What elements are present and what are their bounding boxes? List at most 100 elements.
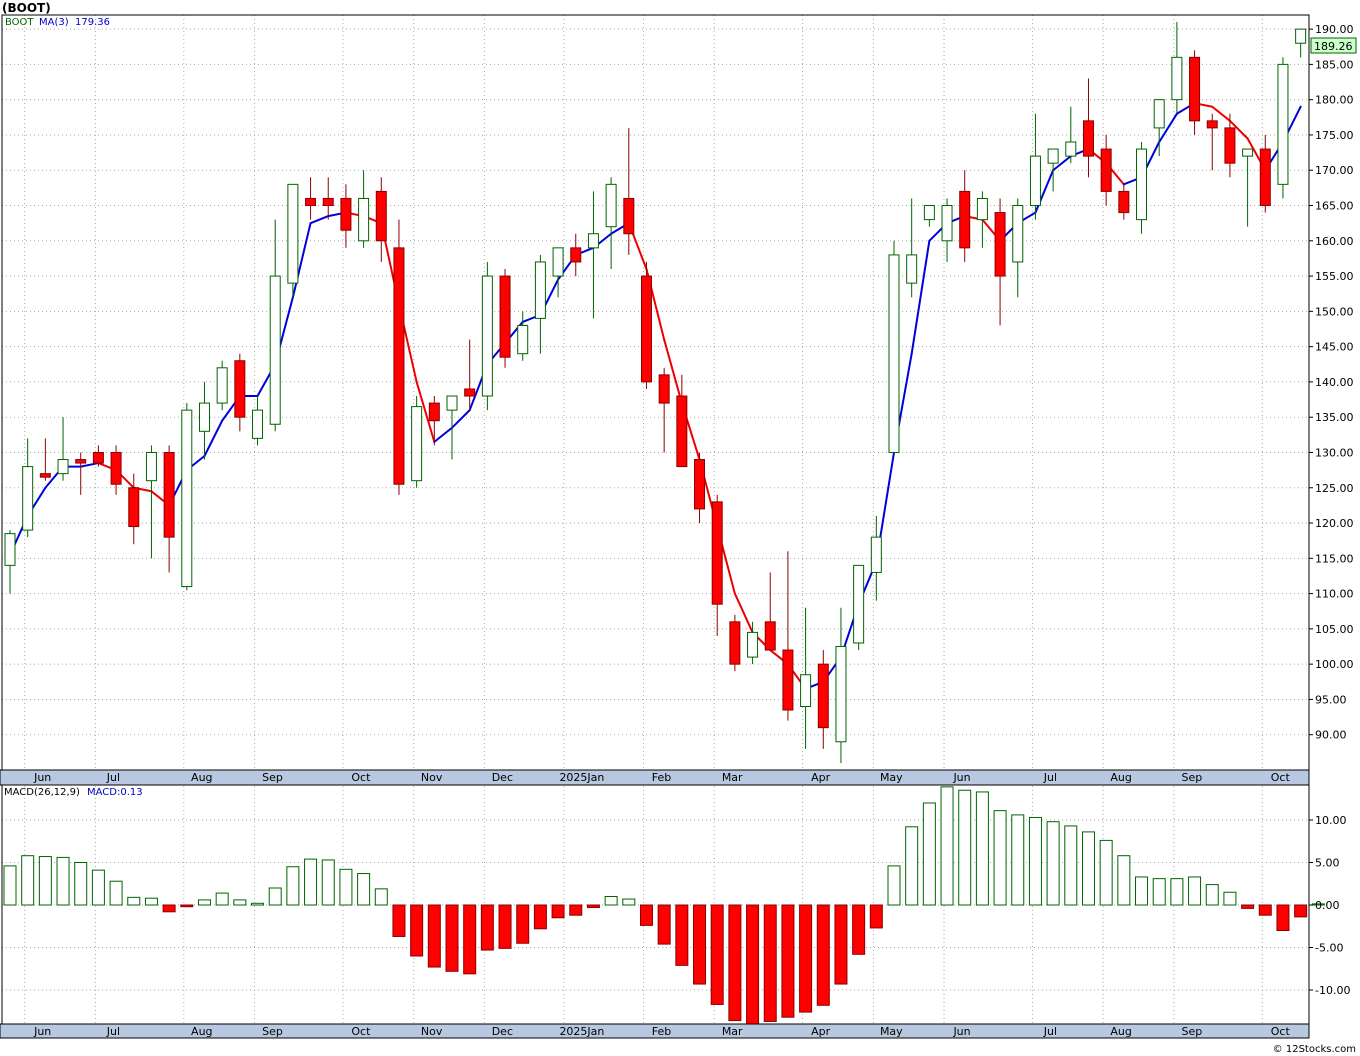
macd-bar	[268, 887, 282, 906]
macd-bar	[604, 896, 618, 906]
candle-body	[1047, 148, 1059, 164]
month-label: Dec	[492, 1025, 513, 1038]
candle	[1029, 113, 1041, 220]
month-label: Jun	[952, 1025, 970, 1038]
ma-segment	[1228, 119, 1249, 140]
macd-bar	[374, 888, 388, 906]
candle-body	[39, 473, 51, 478]
legend-symbol: BOOT	[5, 17, 34, 28]
macd-value-label: MACD:0.13	[87, 787, 143, 798]
price-tick-label: 100.00	[1315, 658, 1354, 671]
month-label: Jun	[33, 771, 51, 784]
month-label: Mar	[722, 771, 743, 784]
candle-body	[287, 183, 299, 284]
candle	[552, 247, 564, 298]
candle	[1047, 148, 1059, 192]
candle	[764, 572, 776, 651]
candle	[517, 311, 529, 361]
macd-bar	[1170, 878, 1184, 906]
candle-body	[340, 197, 352, 231]
candle-body	[923, 205, 935, 221]
macd-bar	[445, 904, 459, 972]
price-tick-label: 135.00	[1315, 411, 1354, 424]
ma-segment	[79, 462, 100, 468]
candle-body	[994, 212, 1006, 277]
macd-bar	[321, 859, 335, 906]
price-tick-label: 140.00	[1315, 376, 1354, 389]
candle-body	[499, 275, 511, 358]
candle-body	[1136, 148, 1148, 221]
candle	[4, 530, 16, 594]
macd-bar	[21, 855, 35, 906]
ma-segment	[1052, 155, 1072, 172]
month-label: Jul	[1043, 771, 1057, 784]
month-label: Oct	[1271, 771, 1291, 784]
candle-body	[1153, 99, 1165, 129]
macd-tick-label: -5.00	[1315, 942, 1343, 955]
candle	[1295, 28, 1307, 58]
candle	[287, 183, 299, 298]
price-tick-label: 105.00	[1315, 623, 1354, 636]
candle	[322, 177, 334, 220]
month-label: Sep	[262, 771, 283, 784]
candle-body	[853, 564, 865, 644]
candle	[57, 417, 69, 481]
ma-segment	[1211, 105, 1231, 122]
candle-body	[817, 663, 829, 729]
candle	[75, 452, 87, 495]
candle-body	[570, 247, 582, 263]
month-label: 2025Jan	[559, 1025, 604, 1038]
month-label: May	[880, 1025, 903, 1038]
month-label: Aug	[191, 771, 212, 784]
candle-body	[782, 649, 794, 711]
candle	[853, 564, 865, 651]
candle	[464, 339, 476, 411]
candle	[340, 184, 352, 248]
legend-ma: MA(3)	[39, 17, 69, 28]
price-tick-label: 130.00	[1315, 446, 1354, 459]
month-label: Oct	[1271, 1025, 1291, 1038]
last-price-box	[1310, 37, 1357, 54]
candle	[145, 445, 157, 559]
ma-segment	[433, 426, 453, 443]
candle	[411, 396, 423, 488]
candle-body	[446, 395, 458, 411]
macd-tick-label: 5.00	[1315, 857, 1340, 870]
month-label: Aug	[191, 1025, 212, 1038]
candle	[570, 233, 582, 277]
candle-body	[1295, 28, 1307, 44]
candle-body	[676, 395, 688, 468]
candle-body	[92, 451, 104, 464]
month-label: Jul	[1043, 1025, 1057, 1038]
candle-body	[481, 275, 493, 397]
price-tick-label: 95.00	[1315, 693, 1347, 706]
macd-bar	[38, 856, 52, 906]
candle-body	[587, 233, 599, 249]
candle	[128, 473, 140, 545]
macd-bar	[1205, 884, 1219, 906]
candle-body	[75, 459, 87, 464]
candle	[817, 650, 829, 749]
ma-segment	[663, 338, 683, 405]
macd-bar	[357, 873, 371, 906]
candle-body	[411, 406, 423, 482]
month-label: Oct	[351, 1025, 371, 1038]
price-tick-label: 160.00	[1315, 235, 1354, 248]
candle-body	[1065, 141, 1077, 157]
macd-bar	[710, 904, 724, 1005]
macd-bar	[56, 856, 70, 906]
macd-bar	[109, 880, 123, 906]
macd-bar	[763, 904, 777, 1022]
price-tick-label: 150.00	[1315, 305, 1354, 318]
candle	[1153, 99, 1165, 157]
macd-bar	[1011, 814, 1025, 906]
candle-body	[694, 459, 706, 510]
candle	[923, 205, 935, 227]
candle-body	[941, 205, 953, 242]
macd-bar	[3, 865, 17, 906]
candle	[1012, 198, 1024, 298]
candle-body	[534, 261, 546, 319]
candle	[1136, 142, 1148, 234]
macd-bar	[427, 904, 441, 968]
candle-body	[552, 247, 564, 277]
